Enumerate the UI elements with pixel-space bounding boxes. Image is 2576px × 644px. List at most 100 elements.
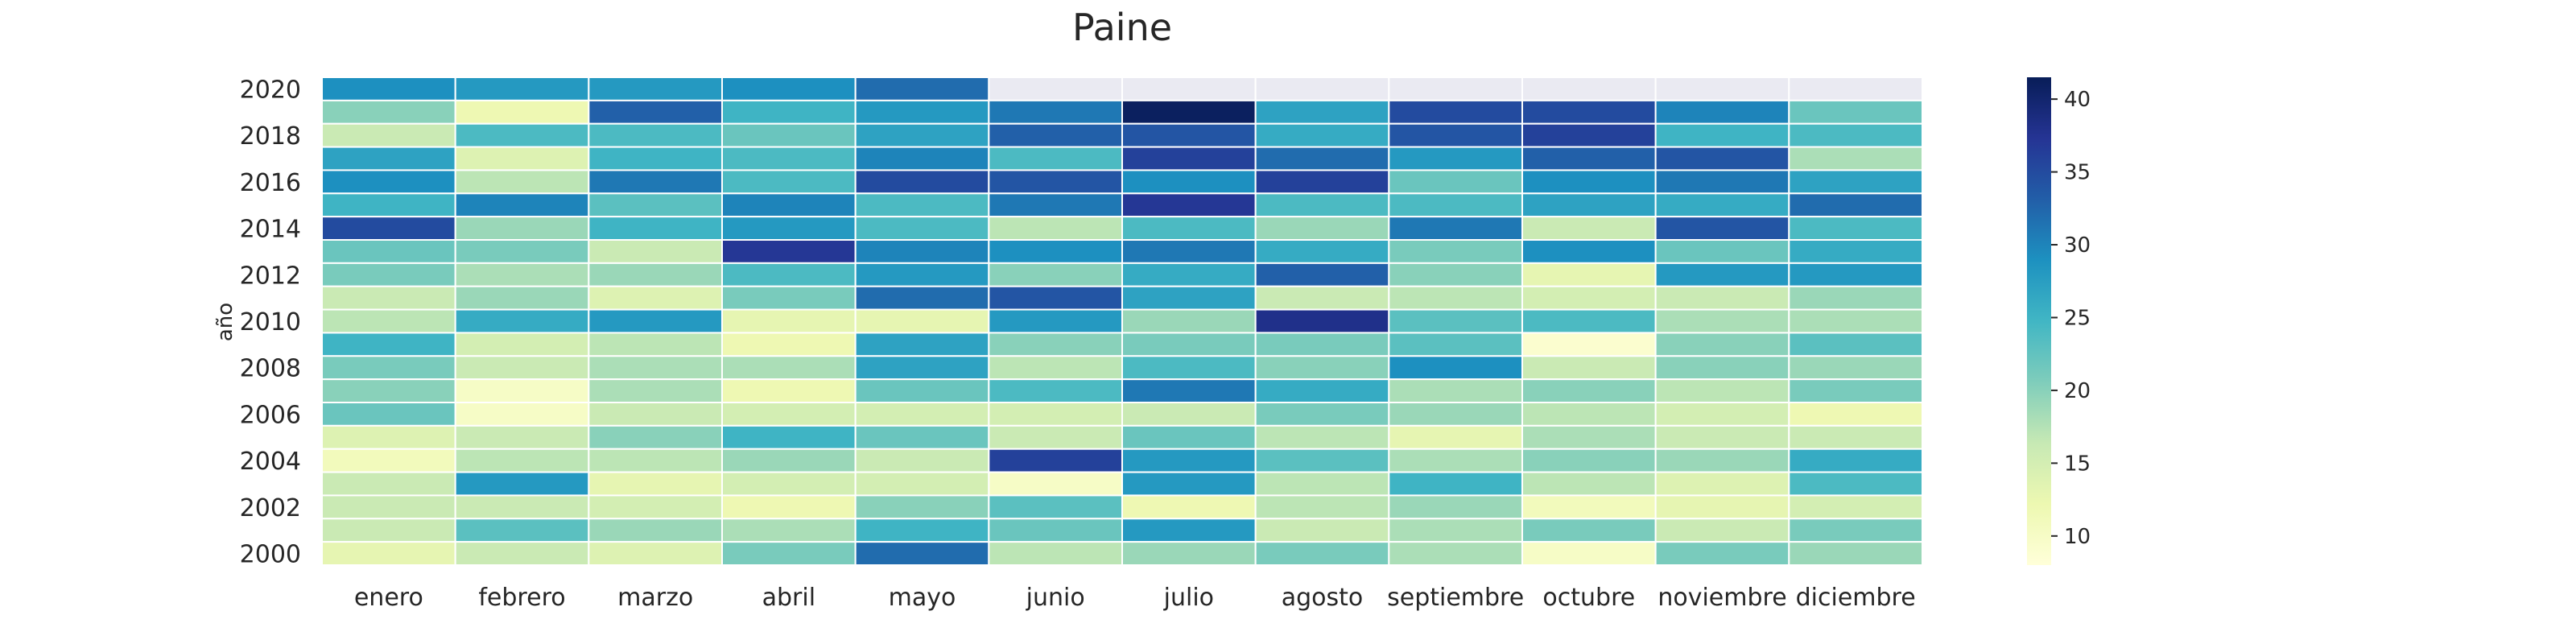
heatmap-cell bbox=[588, 402, 723, 427]
heatmap-cell bbox=[721, 541, 857, 567]
heatmap-cell bbox=[1121, 471, 1257, 497]
heatmap-cell bbox=[454, 285, 590, 311]
heatmap-cell bbox=[1654, 262, 1790, 287]
heatmap-cell bbox=[1521, 355, 1657, 381]
heatmap-cell bbox=[1254, 99, 1390, 125]
heatmap-cell bbox=[1788, 332, 1923, 357]
heatmap-cell bbox=[1521, 448, 1657, 473]
heatmap-cell bbox=[721, 378, 857, 403]
heatmap-cell bbox=[721, 146, 857, 171]
heatmap-cell bbox=[1521, 262, 1657, 287]
heatmap-cell bbox=[1521, 239, 1657, 264]
y-axis-label: año bbox=[213, 303, 237, 341]
heatmap-cell bbox=[1788, 471, 1923, 497]
heatmap-cell bbox=[321, 494, 456, 520]
colorbar-tick-label: 10 bbox=[2064, 525, 2091, 549]
heatmap-cell bbox=[321, 122, 456, 148]
heatmap-cells bbox=[321, 76, 1923, 567]
heatmap-cell bbox=[454, 355, 590, 381]
heatmap-cell bbox=[1388, 518, 1524, 543]
heatmap-cell bbox=[1788, 239, 1923, 264]
x-tick-label: julio bbox=[1163, 584, 1214, 612]
heatmap-cell bbox=[321, 355, 456, 381]
heatmap-cell bbox=[588, 424, 723, 450]
x-tick-label: mayo bbox=[889, 584, 956, 612]
heatmap-cell bbox=[321, 192, 456, 218]
heatmap-cell bbox=[1654, 355, 1790, 381]
heatmap-cell bbox=[454, 216, 590, 241]
heatmap-cell bbox=[721, 518, 857, 543]
heatmap-cell bbox=[988, 378, 1124, 403]
heatmap-cell bbox=[1788, 216, 1923, 241]
heatmap-cell bbox=[1388, 402, 1524, 427]
heatmap-cell bbox=[1654, 216, 1790, 241]
heatmap-cell bbox=[854, 332, 990, 357]
heatmap-cell bbox=[1388, 494, 1524, 520]
heatmap-cell bbox=[854, 76, 990, 101]
heatmap-cell bbox=[588, 355, 723, 381]
heatmap-cell bbox=[1788, 541, 1923, 567]
heatmap-cell bbox=[1521, 541, 1657, 567]
heatmap-cell bbox=[854, 239, 990, 264]
heatmap-cell bbox=[988, 424, 1124, 450]
heatmap-cell bbox=[988, 76, 1124, 101]
heatmap-cell bbox=[321, 378, 456, 403]
heatmap-cell bbox=[1388, 308, 1524, 334]
colorbar: 10 15 20 25 30 35 40 bbox=[2027, 77, 2091, 565]
heatmap-cell bbox=[988, 402, 1124, 427]
heatmap-cell bbox=[1121, 76, 1257, 101]
heatmap-cell bbox=[1654, 76, 1790, 101]
heatmap-cell bbox=[1388, 122, 1524, 148]
heatmap-cell bbox=[588, 192, 723, 218]
heatmap-cell bbox=[1788, 262, 1923, 287]
heatmap-cell bbox=[1388, 541, 1524, 567]
heatmap-cell bbox=[1788, 192, 1923, 218]
heatmap-cell bbox=[854, 424, 990, 450]
heatmap-cell bbox=[321, 99, 456, 125]
heatmap-cell bbox=[1388, 262, 1524, 287]
heatmap-cell bbox=[1254, 541, 1390, 567]
heatmap-cell bbox=[988, 216, 1124, 241]
y-tick-label: 2020 bbox=[240, 76, 301, 104]
heatmap-cell bbox=[321, 541, 456, 567]
heatmap-cell bbox=[988, 239, 1124, 264]
heatmap-cell bbox=[454, 76, 590, 101]
heatmap-cell bbox=[454, 402, 590, 427]
heatmap-cell bbox=[1121, 424, 1257, 450]
heatmap-cell bbox=[1654, 448, 1790, 473]
heatmap-cell bbox=[1521, 99, 1657, 125]
heatmap-cell bbox=[721, 424, 857, 450]
heatmap-cell bbox=[721, 239, 857, 264]
heatmap-cell bbox=[988, 285, 1124, 311]
heatmap-cell bbox=[1654, 239, 1790, 264]
heatmap-cell bbox=[988, 99, 1124, 125]
heatmap-cell bbox=[454, 448, 590, 473]
heatmap-cell bbox=[1521, 76, 1657, 101]
x-tick-label: enero bbox=[354, 584, 423, 612]
x-tick-label: junio bbox=[1026, 584, 1085, 612]
heatmap-cell bbox=[588, 541, 723, 567]
heatmap-cell bbox=[721, 448, 857, 473]
heatmap-cell bbox=[1121, 518, 1257, 543]
heatmap-cell bbox=[854, 355, 990, 381]
heatmap-cell bbox=[854, 122, 990, 148]
x-tick-label: febrero bbox=[478, 584, 565, 612]
heatmap-cell bbox=[1254, 424, 1390, 450]
heatmap-cell bbox=[321, 239, 456, 264]
y-tick-label: 2004 bbox=[240, 448, 301, 476]
heatmap-cell bbox=[721, 471, 857, 497]
heatmap-cell bbox=[588, 518, 723, 543]
heatmap-cell bbox=[454, 99, 590, 125]
heatmap-cell bbox=[321, 518, 456, 543]
heatmap-cell bbox=[988, 355, 1124, 381]
heatmap-cell bbox=[1788, 402, 1923, 427]
heatmap-cell bbox=[721, 122, 857, 148]
heatmap-cell bbox=[588, 239, 723, 264]
heatmap-cell bbox=[588, 99, 723, 125]
heatmap-cell bbox=[1788, 494, 1923, 520]
heatmap-cell bbox=[988, 146, 1124, 171]
heatmap-cell bbox=[1788, 122, 1923, 148]
heatmap-cell bbox=[1654, 541, 1790, 567]
heatmap-cell bbox=[1388, 355, 1524, 381]
heatmap-cell bbox=[988, 192, 1124, 218]
